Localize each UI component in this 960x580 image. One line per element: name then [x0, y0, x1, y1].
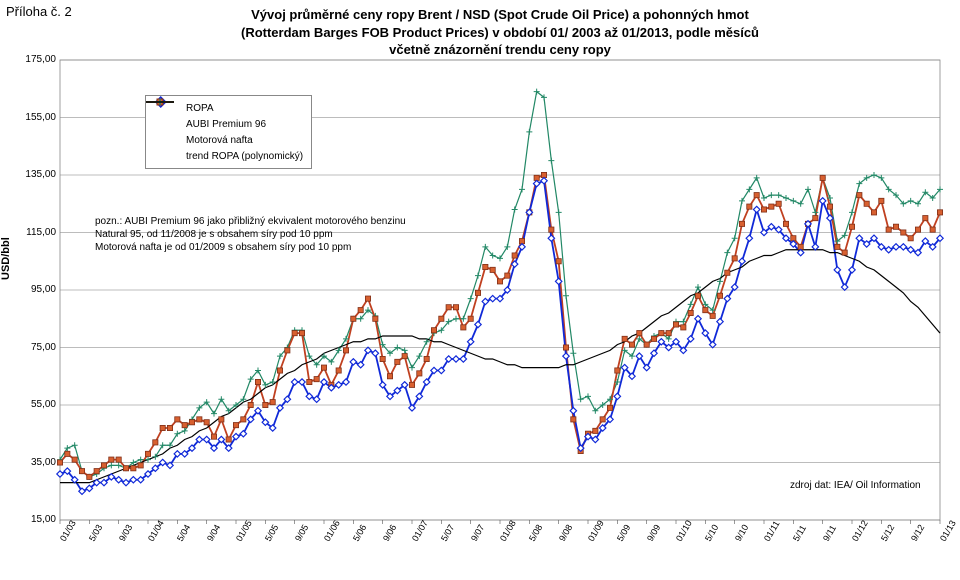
chart-canvas: [0, 0, 960, 580]
legend-item-trend: trend ROPA (polynomický): [152, 148, 303, 164]
legend-swatch-trend: [152, 150, 180, 162]
legend-swatch-nafta: [152, 134, 180, 146]
y-tick-label: 115,00: [16, 227, 56, 238]
y-tick-label: 135,00: [16, 169, 56, 180]
legend-label: trend ROPA (polynomický): [186, 151, 303, 162]
y-tick-label: 175,00: [16, 54, 56, 65]
y-tick-label: 155,00: [16, 112, 56, 123]
y-tick-label: 55,00: [16, 399, 56, 410]
legend-label: Motorová nafta: [186, 135, 253, 146]
data-source: zdroj dat: IEA/ Oil Information: [790, 480, 921, 491]
y-tick-label: 15,00: [16, 514, 56, 525]
note-text: pozn.: AUBI Premium 96 jako přibližný ek…: [95, 215, 406, 254]
legend-box: ROPA AUBI Premium 96 Motorová nafta tren…: [145, 95, 312, 169]
legend-item-ropa: ROPA: [152, 100, 303, 116]
legend-item-nafta: Motorová nafta: [152, 132, 303, 148]
legend-label: ROPA: [186, 103, 214, 114]
legend-label: AUBI Premium 96: [186, 119, 266, 130]
y-tick-label: 75,00: [16, 342, 56, 353]
y-tick-label: 35,00: [16, 457, 56, 468]
legend-item-aubi: AUBI Premium 96: [152, 116, 303, 132]
y-tick-label: 95,00: [16, 284, 56, 295]
legend-swatch-aubi: [152, 118, 180, 130]
